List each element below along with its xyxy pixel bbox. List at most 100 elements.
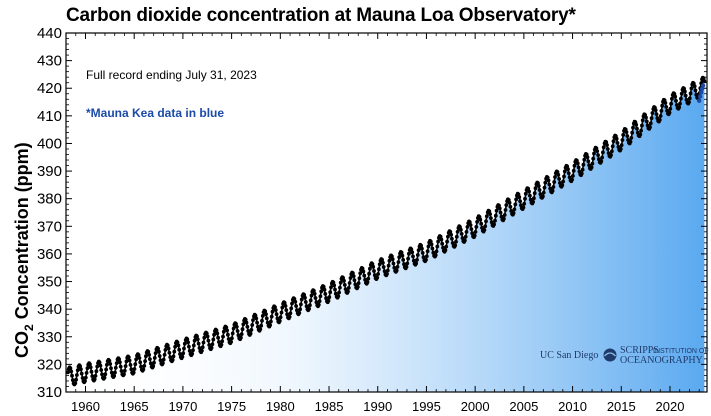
data-point <box>660 103 665 108</box>
data-point <box>543 180 548 185</box>
data-point <box>113 365 118 370</box>
data-point <box>92 377 97 382</box>
data-point <box>146 349 151 354</box>
data-point <box>153 351 158 355</box>
data-point <box>309 293 314 298</box>
data-point <box>157 354 162 358</box>
data-point <box>475 220 479 224</box>
plot-frame <box>65 32 708 393</box>
data-point <box>186 340 191 345</box>
data-point <box>591 156 596 161</box>
data-point <box>415 258 419 262</box>
data-point <box>694 92 699 97</box>
data-point <box>428 239 433 244</box>
data-point <box>175 340 180 345</box>
data-point <box>163 348 168 352</box>
data-point <box>217 340 221 344</box>
data-point <box>231 326 236 331</box>
data-point <box>547 182 552 187</box>
data-point <box>239 332 244 336</box>
data-point <box>181 351 186 356</box>
data-point <box>195 334 199 339</box>
data-point <box>172 349 177 354</box>
x-tick-label: 1960 <box>71 399 100 414</box>
data-point <box>144 354 148 359</box>
data-point <box>550 188 555 193</box>
data-point <box>450 236 454 241</box>
data-point <box>571 174 575 178</box>
data-point <box>128 363 133 367</box>
y-tick-label: 360 <box>37 246 62 263</box>
data-point <box>399 250 404 255</box>
data-point <box>548 186 553 191</box>
data-point <box>390 257 395 262</box>
data-point <box>538 192 543 197</box>
data-point <box>570 177 574 182</box>
data-point <box>246 329 251 333</box>
data-point <box>235 329 240 333</box>
data-point <box>508 204 513 209</box>
data-point <box>679 91 684 96</box>
data-point <box>243 317 248 322</box>
data-point <box>264 312 268 317</box>
data-point <box>425 249 430 254</box>
data-point <box>371 264 376 269</box>
data-point <box>74 377 78 382</box>
data-point <box>132 367 137 371</box>
data-point <box>401 258 406 262</box>
data-point <box>104 367 108 372</box>
data-point <box>326 298 331 303</box>
data-point <box>532 196 536 201</box>
data-point <box>659 109 664 113</box>
data-point <box>79 371 84 376</box>
data-point <box>678 101 682 106</box>
data-point <box>504 203 509 207</box>
data-point <box>352 278 357 283</box>
data-point <box>522 201 527 206</box>
area-fill <box>67 77 705 392</box>
data-point <box>260 318 264 323</box>
data-point <box>254 316 259 321</box>
data-point <box>489 216 493 221</box>
data-point <box>215 331 220 336</box>
data-point <box>431 250 436 255</box>
data-point <box>674 103 679 107</box>
y-tick-label: 380 <box>37 191 62 208</box>
data-point <box>590 161 595 166</box>
data-point <box>288 311 293 316</box>
data-point <box>416 248 421 253</box>
data-point <box>214 328 219 333</box>
data-point <box>528 197 533 202</box>
data-point <box>443 248 448 253</box>
data-point <box>117 357 121 361</box>
data-point <box>592 151 596 156</box>
data-point <box>103 372 108 377</box>
data-point <box>119 369 124 373</box>
data-point <box>84 371 89 375</box>
data-point <box>519 203 523 208</box>
data-point <box>419 243 423 248</box>
data-point <box>230 331 235 336</box>
data-point <box>667 110 672 115</box>
y-tick-label: 320 <box>37 356 62 373</box>
data-point <box>611 139 616 144</box>
mauna-kea-point <box>698 94 703 99</box>
data-point <box>83 375 88 380</box>
data-point <box>536 184 541 188</box>
data-point <box>241 322 246 327</box>
data-point <box>502 216 506 221</box>
data-point <box>141 367 146 372</box>
data-point <box>273 308 278 312</box>
x-tick-label: 1970 <box>168 399 197 414</box>
data-point <box>167 350 172 355</box>
data-point <box>178 352 182 356</box>
data-point <box>434 249 439 254</box>
data-point <box>531 200 535 204</box>
data-point <box>562 169 567 174</box>
data-point <box>313 296 318 300</box>
data-point <box>256 324 260 329</box>
data-point <box>107 358 112 363</box>
data-point <box>576 165 581 170</box>
data-point <box>599 159 604 164</box>
data-point <box>89 369 94 374</box>
